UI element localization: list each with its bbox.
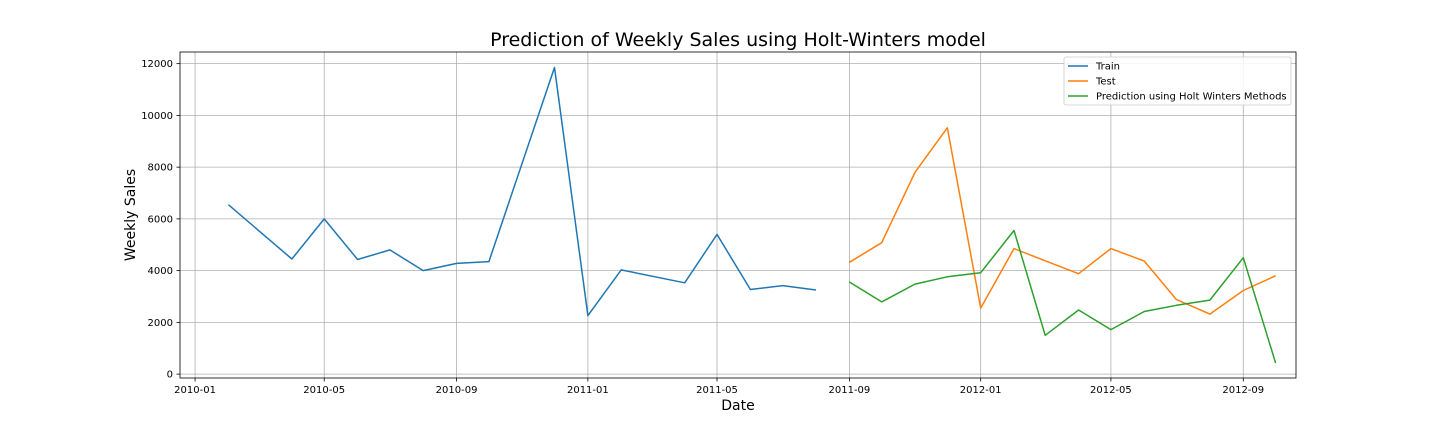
x-tick-label: 2012-09 [1222,385,1264,396]
y-axis-label: Weekly Sales [123,169,139,261]
y-tick-label: 4000 [148,266,173,277]
x-tick-label: 2010-01 [174,385,216,396]
series-line-prediction-using-holt-winters-methods [849,229,1277,364]
legend-label: Train [1095,62,1120,73]
legend-label: Prediction using Holt Winters Methods [1096,92,1287,103]
series-line-train [227,66,817,317]
y-tick-label: 8000 [148,163,173,174]
y-tick-label: 10000 [141,111,173,122]
y-tick-label: 0 [167,370,173,381]
x-tick-label: 2010-09 [436,385,478,396]
legend-box [1063,56,1292,106]
series-line-test [849,127,1276,315]
x-tick-label: 2012-01 [960,385,1002,396]
x-tick-label: 2011-01 [567,385,609,396]
gridlines [180,52,1296,378]
legend-label: Test [1095,77,1116,88]
x-tick-label: 2012-05 [1090,385,1132,396]
y-tick-label: 12000 [141,59,173,70]
x-axis-label: Date [721,398,754,414]
plot-area [179,51,1297,379]
y-tick-label: 2000 [148,318,173,329]
y-axis: 0 2000 4000 6000 8000 10000 12000 [141,59,180,381]
x-tick-label: 2011-05 [696,385,738,396]
legend: Train Test Prediction using Holt Winters M… [1063,56,1292,106]
y-tick-label: 6000 [148,214,173,225]
chart-title: Prediction of Weekly Sales using Holt-Wi… [490,29,986,51]
x-axis: 2010-01 2010-05 2010-09 2011-01 2011-05 2011-… [174,378,1264,396]
x-tick-label: 2010-05 [303,385,345,396]
x-tick-label: 2011-09 [828,385,870,396]
series-layer [227,66,1277,364]
